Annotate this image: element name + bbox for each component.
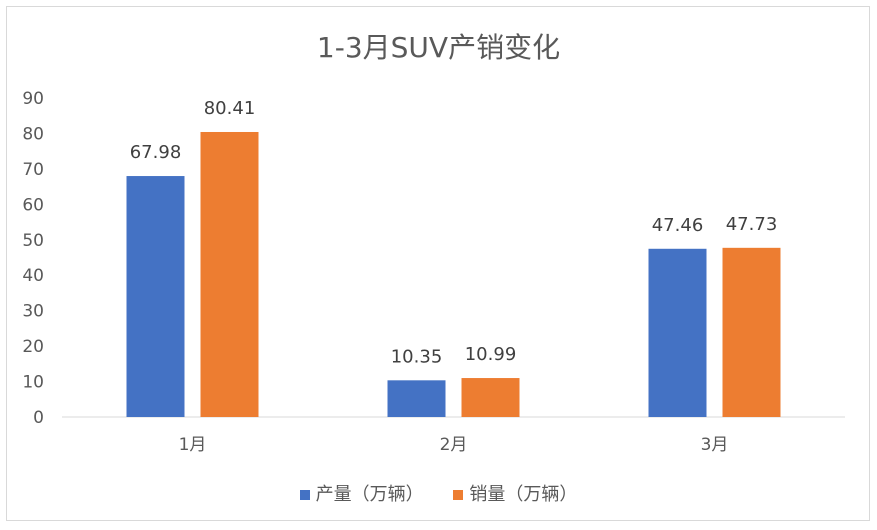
data-label: 47.73 bbox=[726, 214, 778, 235]
y-tick-label: 0 bbox=[33, 408, 44, 428]
y-tick-label: 90 bbox=[22, 89, 44, 109]
bar-sales-2 bbox=[461, 378, 520, 417]
bar-production-1 bbox=[126, 176, 185, 417]
legend-label-production: 产量（万辆） bbox=[315, 484, 424, 505]
data-label: 80.41 bbox=[204, 98, 256, 119]
x-tick-label: 3月 bbox=[701, 435, 729, 455]
data-label: 10.35 bbox=[391, 346, 443, 367]
data-label: 10.99 bbox=[465, 344, 517, 365]
data-label: 67.98 bbox=[130, 142, 182, 163]
bar-sales-3 bbox=[722, 247, 781, 417]
bar-production-2 bbox=[387, 380, 446, 417]
y-tick-label: 20 bbox=[22, 337, 44, 357]
chart-title: 1-3月SUV产销变化 bbox=[316, 31, 561, 64]
bar-sales-1 bbox=[200, 131, 259, 418]
legend-swatch-sales bbox=[453, 490, 464, 500]
y-tick-label: 70 bbox=[22, 160, 44, 180]
y-tick-label: 30 bbox=[22, 302, 44, 322]
legend-item-production: 产量（万辆） bbox=[299, 480, 424, 506]
y-tick-label: 50 bbox=[22, 231, 44, 251]
y-tick-label: 60 bbox=[22, 195, 44, 215]
y-tick-label: 80 bbox=[22, 124, 44, 144]
x-tick-label: 1月 bbox=[179, 435, 207, 455]
legend-label-sales: 销量（万辆） bbox=[469, 484, 578, 505]
legend-item-sales: 销量（万辆） bbox=[453, 480, 577, 506]
legend-swatch-production bbox=[299, 490, 310, 500]
legend: 产量（万辆） 销量（万辆） bbox=[0, 480, 877, 506]
y-tick-label: 10 bbox=[22, 373, 44, 393]
data-label: 47.46 bbox=[652, 215, 704, 236]
y-tick-label: 40 bbox=[22, 266, 44, 286]
x-tick-label: 2月 bbox=[440, 435, 468, 455]
bar-production-3 bbox=[648, 248, 707, 417]
